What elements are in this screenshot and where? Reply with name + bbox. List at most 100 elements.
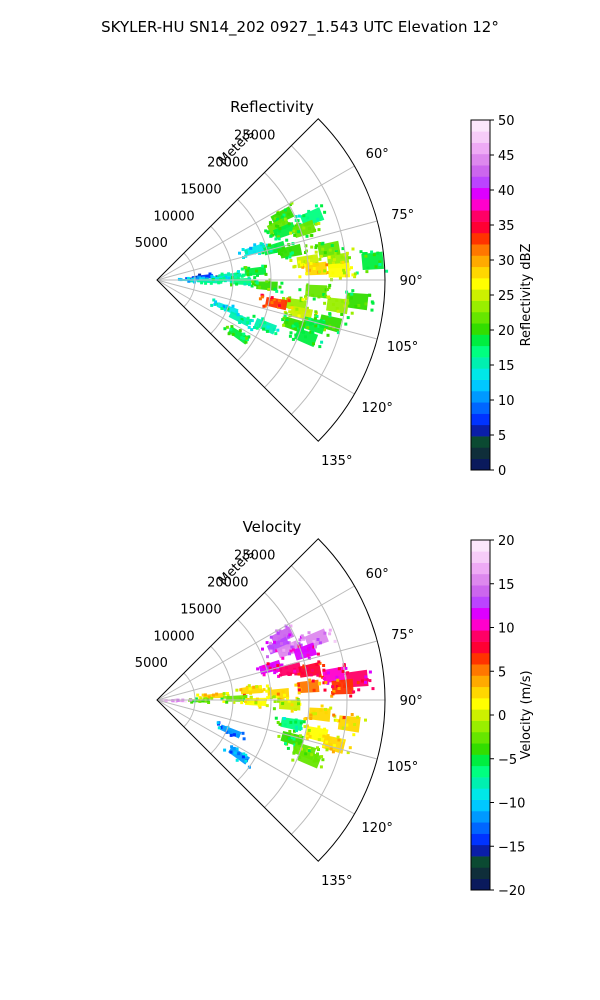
reflectivity-colorbar-tick-label: 50	[498, 114, 515, 129]
velocity-cell-23-speck	[325, 748, 329, 752]
reflectivity-cell-33	[228, 311, 251, 327]
velocity-cell-28-speck	[233, 751, 237, 755]
velocity-cell-27-speck	[242, 737, 246, 741]
reflectivity-cell-5-speck	[245, 251, 248, 255]
reflectivity-cell-0-speck	[290, 201, 294, 205]
reflectivity-cell-8-speck	[310, 245, 314, 249]
velocity-cell-15-speck	[225, 700, 229, 704]
reflectivity-cell-35-speck	[253, 326, 256, 329]
velocity-cell-8-speck	[344, 666, 348, 670]
velocity-cell-3-speck	[298, 638, 302, 642]
velocity-colorbar-tick-label: 0	[498, 709, 506, 724]
velocity-colorbar-segment	[471, 788, 490, 800]
reflectivity-cell-14-speck	[256, 273, 259, 277]
velocity-azimuth-gridline	[156, 640, 378, 701]
velocity-azimuth-tick-label: 135°	[321, 874, 352, 889]
reflectivity-cell-35-speck	[255, 326, 259, 330]
velocity-cell-11-speck	[336, 685, 339, 688]
reflectivity-cell-8-speck	[335, 250, 338, 254]
reflectivity-cell-6-speck	[276, 249, 280, 253]
reflectivity-cell-31-speck	[291, 337, 295, 341]
reflectivity-cell-34-speck	[227, 332, 231, 336]
velocity-colorbar-segment	[471, 754, 490, 767]
reflectivity-cell-19-speck	[230, 283, 234, 287]
velocity-cell-7-speck	[318, 674, 322, 678]
reflectivity-azimuth-tick-label: 135°	[321, 454, 352, 469]
reflectivity-cell-18-speck	[189, 279, 193, 283]
velocity-cell-24-speck	[277, 734, 281, 738]
velocity-cell-1-speck	[269, 641, 273, 645]
reflectivity-cell-13-speck	[350, 266, 353, 270]
velocity-cell-7-speck	[317, 660, 321, 664]
velocity-cell-0-speck	[283, 634, 287, 638]
reflectivity-colorbar-tick-label: 40	[498, 184, 515, 199]
velocity-cell-17-speck	[258, 702, 262, 706]
reflectivity-cell-10-speck	[319, 254, 323, 258]
reflectivity-cell-9-speck	[309, 255, 313, 259]
reflectivity-cell-24-speck	[346, 295, 350, 299]
velocity-azimuth-tick-label: 75°	[391, 628, 414, 643]
velocity-data	[161, 624, 375, 769]
reflectivity-colorbar-segment	[471, 266, 490, 279]
reflectivity-cell-29-speck	[313, 321, 317, 325]
reflectivity-cell-28-speck	[328, 314, 332, 318]
reflectivity-cell-10-speck	[351, 247, 355, 251]
velocity-cell-16-speck	[210, 697, 214, 700]
velocity-cell-21-speck	[282, 717, 286, 720]
reflectivity-radial-tick-label: 25000	[234, 129, 275, 144]
reflectivity-data	[177, 201, 389, 349]
reflectivity-cell-6-speck	[267, 243, 271, 247]
reflectivity-cell-34-speck	[238, 329, 242, 333]
velocity-cell-12-speck	[262, 688, 266, 692]
reflectivity-cell-20-speck	[200, 281, 204, 285]
reflectivity-cell-13-speck	[351, 273, 355, 277]
reflectivity-cell-16-speck	[236, 276, 240, 279]
reflectivity-cell-7-speck	[280, 252, 284, 256]
velocity-cell-28-speck	[235, 758, 239, 762]
reflectivity-cell-11-speck	[378, 260, 382, 264]
velocity-cell-15-speck	[232, 700, 236, 704]
reflectivity-cell-2-speck	[276, 224, 280, 228]
reflectivity-cell-12-speck	[312, 267, 316, 270]
velocity-cell-21-speck	[302, 720, 306, 724]
velocity-cell-0-speck	[265, 641, 269, 645]
velocity-cell-10-speck	[297, 691, 301, 695]
velocity-cell-22-speck	[306, 732, 310, 736]
reflectivity-cell-3-speck	[307, 209, 311, 213]
reflectivity-cell-9-speck	[289, 259, 293, 262]
reflectivity-cell-18-speck	[177, 277, 181, 281]
reflectivity-cell-34-speck	[247, 335, 251, 339]
velocity-cell-1-speck	[280, 642, 283, 646]
velocity-cell-16-speck	[194, 697, 198, 701]
velocity-cell-11-speck	[336, 678, 340, 682]
velocity-cell-5-speck	[268, 666, 272, 670]
velocity-cell-18-speck	[272, 707, 276, 711]
velocity-cell-17-speck	[258, 705, 262, 709]
velocity-radial-tick-label: 20000	[207, 576, 248, 591]
reflectivity-colorbar-segment	[471, 199, 490, 211]
velocity-cell-10-speck	[323, 688, 327, 692]
reflectivity-cell-14-speck	[264, 264, 267, 268]
reflectivity-cell-32-speck	[231, 304, 235, 308]
reflectivity-cell-27-speck	[284, 312, 288, 316]
velocity-cell-24-speck	[293, 743, 297, 747]
reflectivity-colorbar-segment	[471, 413, 490, 426]
reflectivity-cell-24-speck	[335, 307, 339, 310]
velocity-cell-28-speck	[241, 755, 245, 759]
velocity-cell-4-speck	[316, 638, 320, 641]
velocity-colorbar-segment	[471, 720, 490, 733]
velocity-cell-12-speck	[252, 685, 256, 689]
reflectivity-cell-24-speck	[343, 298, 347, 302]
reflectivity-cell-16-speck	[220, 272, 224, 276]
velocity-cell-22-speck	[323, 727, 327, 731]
reflectivity-cell-18-speck	[187, 279, 191, 283]
velocity-cell-3-speck	[307, 631, 311, 635]
reflectivity-cell-2	[272, 221, 297, 240]
reflectivity-cell-27-speck	[288, 310, 292, 314]
velocity-cell-20-speck	[356, 715, 360, 719]
velocity-cell-5-speck	[281, 656, 285, 660]
reflectivity-cell-3-speck	[297, 214, 301, 218]
reflectivity-cell-31-speck	[289, 331, 293, 335]
reflectivity-cell-30-speck	[282, 323, 286, 327]
velocity-cell-23-speck	[329, 747, 333, 751]
